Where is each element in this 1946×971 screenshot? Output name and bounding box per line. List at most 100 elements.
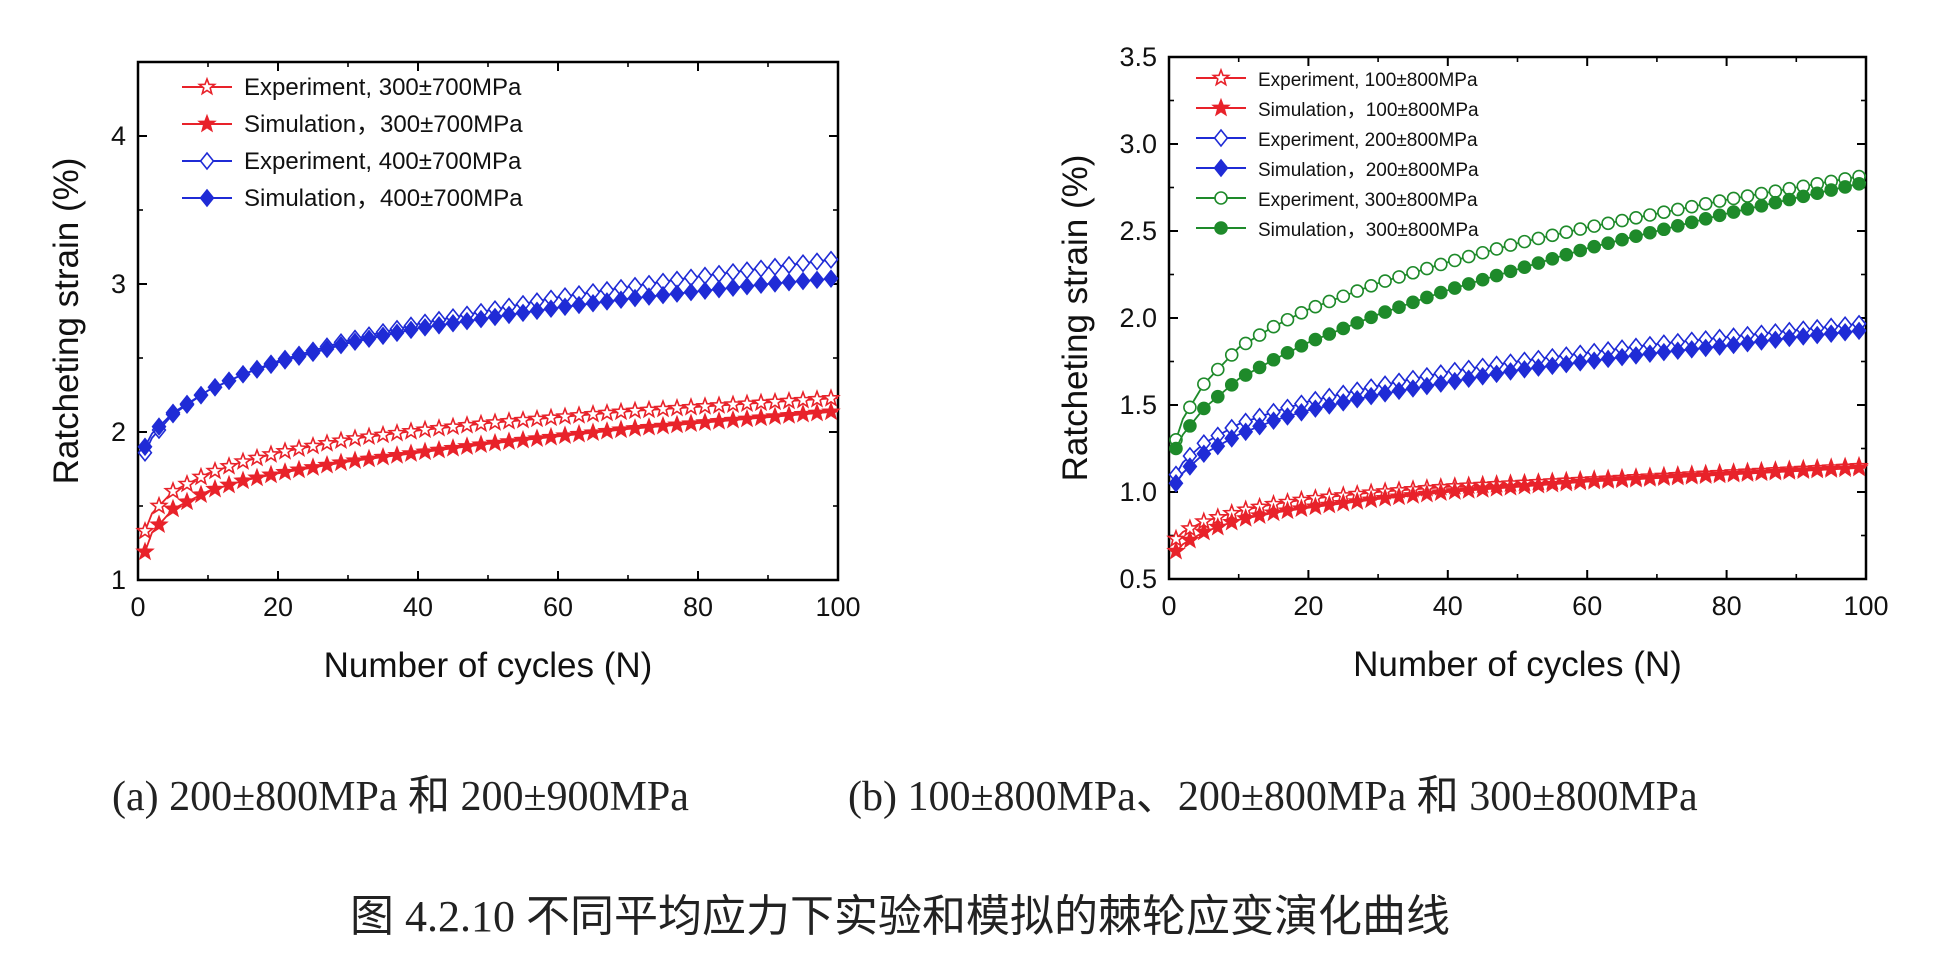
panel-b-data-point	[1601, 216, 1615, 231]
panel-b-data-point	[1194, 521, 1214, 541]
panel-b-data-point	[1489, 242, 1504, 256]
panel-b-data-point	[1684, 340, 1700, 359]
panel-a-data-point	[233, 451, 253, 470]
panel-a-data-point	[193, 385, 209, 405]
panel-b-data-point	[1657, 205, 1671, 220]
panel-a-data-point	[751, 407, 771, 427]
panel-a-data-point	[429, 418, 449, 437]
panel-a-data-point	[681, 397, 701, 416]
panel-b-data-point	[1656, 342, 1672, 362]
panel-b-data-point	[1712, 208, 1727, 223]
panel-b-data-point	[1294, 403, 1309, 422]
panel-b-data-point	[1782, 192, 1797, 207]
panel-b-data-point	[1737, 463, 1758, 482]
panel-b-data-point	[1726, 205, 1741, 219]
panel-b-data-point	[1361, 489, 1381, 509]
panel-b-data-point	[1712, 194, 1727, 208]
panel-a-data-point	[751, 392, 771, 412]
panel-b-data-point	[1779, 461, 1800, 480]
panel-b-data-point	[1837, 322, 1853, 342]
panel-b-data-point	[1572, 353, 1588, 372]
panel-a-x-tick-label: 60	[543, 592, 573, 622]
panel-b-data-point	[1698, 212, 1713, 226]
panel-a-data-point	[207, 378, 223, 397]
panel-a-data-point	[177, 473, 197, 493]
panel-b-data-point	[1754, 332, 1769, 351]
panel-b-data-point	[1640, 468, 1660, 487]
panel-a-data-point	[739, 276, 755, 296]
panel-b-data-point	[1838, 180, 1852, 194]
panel-a-data-point	[303, 457, 323, 476]
panel-a-data-point	[317, 433, 337, 452]
panel-a-data-point	[501, 305, 517, 325]
panel-b-data-point	[1698, 197, 1713, 211]
panel-b-data-point	[1684, 199, 1699, 214]
panel-b-legend-label: Simulation，200±800MPa	[1258, 160, 1479, 181]
panel-b-data-point	[1238, 422, 1254, 442]
panel-a-data-point	[555, 406, 575, 425]
panel-a-data-point	[697, 266, 713, 285]
panel-a-data-point	[529, 301, 545, 321]
panel-a-data-point	[823, 250, 839, 270]
panel-b-data-point	[1500, 476, 1521, 496]
panel-b-legend-label: Experiment, 300±800MPa	[1258, 190, 1478, 211]
panel-a-data-point	[277, 351, 293, 370]
panel-b-legend-marker	[1214, 191, 1228, 205]
panel-a-y-tick-label: 2	[111, 417, 126, 447]
panel-a-data-point	[317, 454, 337, 474]
panel-a-data-point	[275, 441, 295, 460]
panel-a-data-point	[765, 391, 785, 411]
panel-b-data-point	[1671, 202, 1685, 217]
panel-a-data-point	[485, 432, 505, 452]
panel-a-x-tick-label: 40	[403, 592, 433, 622]
panel-a-data-point	[793, 389, 813, 409]
panel-a-data-point	[527, 408, 547, 428]
panel-a-legend-marker	[199, 188, 215, 208]
panel-b-data-point	[1849, 457, 1869, 477]
panel-b-data-point	[1389, 486, 1409, 506]
panel-b-data-point	[1489, 268, 1504, 283]
panel-a-data-point	[709, 395, 729, 414]
panel-b-y-tick-label: 3.5	[1119, 42, 1157, 72]
panel-b-data-point	[1643, 225, 1657, 240]
panel-a-data-point	[571, 295, 587, 315]
panel-a-data-point	[487, 307, 503, 327]
panel-b-data-point	[1821, 459, 1842, 478]
panel-b-data-point	[1810, 186, 1825, 201]
panel-b-data-point	[1405, 379, 1421, 398]
panel-b-data-point	[1503, 362, 1518, 381]
panel-a-data-point	[667, 397, 687, 417]
panel-b-data-point	[1472, 479, 1493, 498]
panel-b-data-point	[1266, 319, 1281, 334]
panel-a-data-point	[515, 303, 531, 323]
panel-b-data-point	[1280, 312, 1295, 327]
panel-b-data-point	[1305, 496, 1326, 516]
panel-b-data-point	[1809, 325, 1825, 345]
panel-b-data-point	[1475, 367, 1491, 386]
panel-b-data-point	[1406, 295, 1420, 310]
panel-a-data-point	[333, 335, 349, 355]
panel-a-data-point	[641, 287, 657, 306]
panel-a-data-point	[569, 405, 589, 424]
panel-a-data-point	[359, 448, 379, 468]
panel-a-data-point	[809, 252, 825, 271]
panel-b-series-4	[1169, 169, 1867, 447]
panel-a-data-point	[261, 464, 281, 484]
panel-a-data-point	[723, 394, 743, 413]
panel-a-data-point	[179, 394, 195, 414]
panel-b-data-point	[1263, 502, 1284, 522]
panel-b-data-point	[1391, 381, 1407, 401]
panel-b-data-point	[1681, 465, 1702, 485]
panel-b-data-point	[1823, 324, 1839, 343]
panel-a-data-point	[305, 343, 321, 363]
panel-a-data-point	[275, 462, 295, 481]
panel-a-data-point	[627, 288, 643, 308]
panel-b-data-point	[1852, 177, 1866, 191]
panel-b-data-point	[1626, 468, 1646, 488]
panel-b-data-point	[1378, 305, 1392, 319]
panel-b-data-point	[1420, 261, 1434, 276]
panel-b-data-point	[1503, 238, 1518, 252]
panel-a-data-point	[709, 411, 729, 430]
panel-b-data-point	[1726, 191, 1741, 206]
panel-b-data-point	[1406, 265, 1420, 280]
